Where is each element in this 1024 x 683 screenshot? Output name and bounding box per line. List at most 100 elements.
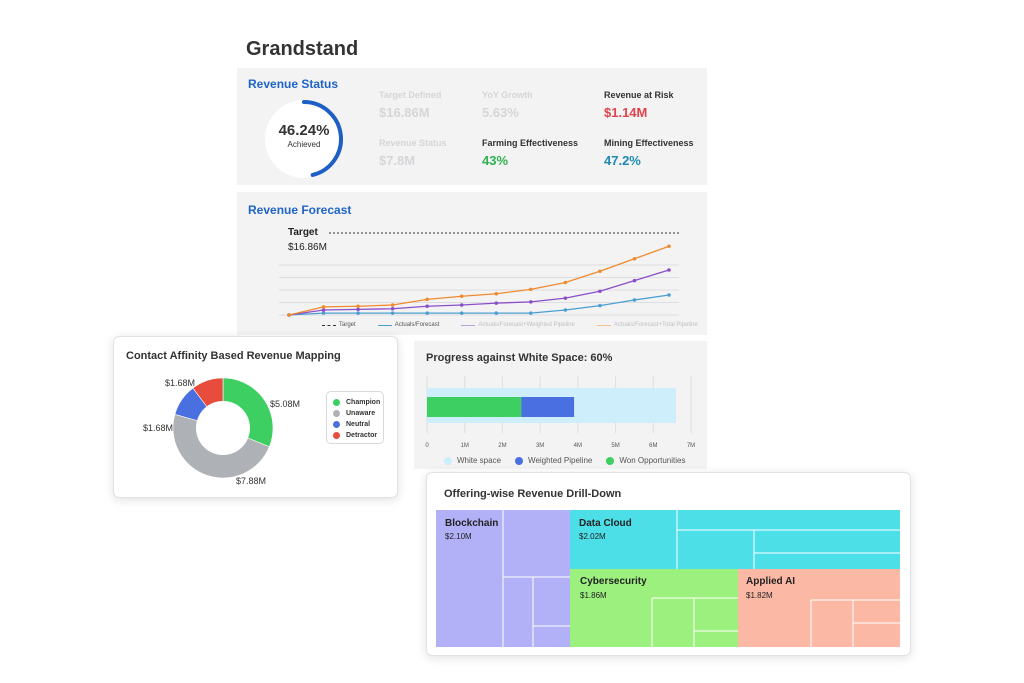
forecast-point-1-5 — [459, 303, 464, 307]
legend-champion: Champion — [333, 397, 383, 408]
forecast-point-0-10 — [632, 298, 637, 302]
revenue-forecast-title: Revenue Forecast — [248, 203, 352, 217]
legend-detractor: Detractor — [333, 430, 383, 441]
metric-mining-effectiveness: Mining Effectiveness 47.2% — [604, 138, 694, 168]
metric-label: Mining Effectiveness — [604, 138, 694, 148]
tile-value-cybersecurity: $1.86M — [580, 591, 607, 600]
metric-yoy-growth: YoY Growth 5.63% — [482, 90, 533, 120]
tile-applied-ai — [738, 569, 900, 647]
forecast-point-2-6 — [494, 291, 499, 296]
forecast-point-0-11 — [667, 293, 671, 297]
forecast-point-1-11 — [667, 268, 671, 272]
white-space-bars — [427, 388, 676, 423]
legend-won-opportunities: Won Opportunities — [606, 456, 685, 465]
donut-legend: Champion Unaware Neutral Detractor — [326, 391, 384, 444]
metric-label: Farming Effectiveness — [482, 138, 579, 148]
legend-unaware: Unaware — [333, 408, 383, 419]
forecast-target-label: Target — [288, 227, 318, 238]
forecast-point-0-8 — [563, 308, 568, 312]
forecast-point-0-6 — [494, 311, 499, 315]
gauge-percent: 46.24% — [278, 122, 330, 139]
tile-label-applied-ai: Applied AI — [746, 576, 796, 587]
forecast-point-2-8 — [563, 280, 568, 285]
metric-label: Revenue Status — [379, 138, 447, 148]
white-space-chart: 0 1M 2M 3M 4M 5M 6M 7M — [425, 376, 695, 449]
forecast-point-2-1 — [321, 305, 326, 309]
legend-neutral: Neutral — [333, 419, 383, 430]
forecast-point-1-6 — [494, 301, 499, 305]
ws-tick-label-7: 7M — [687, 443, 695, 449]
tile-data-cloud — [570, 510, 900, 569]
forecast-series-line-2 — [288, 245, 670, 316]
treemap-subdivisions — [502, 510, 900, 647]
forecast-point-1-8 — [563, 296, 568, 300]
metric-target-defined: Target Defined $16.86M — [379, 90, 441, 120]
forecast-point-0-3 — [390, 311, 395, 315]
tile-label-blockchain: Blockchain — [445, 518, 499, 529]
tile-value-data-cloud: $2.02M — [579, 532, 606, 541]
legend-total: Actuals/Forecast+Total Pipeline — [596, 322, 698, 328]
forecast-chart: Target $16.86M — [279, 227, 679, 317]
legend-weighted-pipeline: Weighted Pipeline — [515, 456, 592, 465]
ws-bar-won-opportunities — [427, 397, 522, 417]
metric-revenue-status: Revenue Status $7.8M — [379, 138, 447, 168]
forecast-point-2-3 — [390, 303, 395, 307]
forecast-point-0-9 — [598, 303, 602, 308]
ws-tick-label-4: 4M — [574, 443, 582, 449]
achievement-gauge: 46.24% Achieved — [263, 98, 345, 180]
forecast-series-line-0 — [288, 294, 670, 316]
metric-value: 47.2% — [604, 153, 641, 168]
forecast-point-2-7 — [529, 287, 533, 292]
ws-tick-label-3: 3M — [536, 443, 544, 449]
gauge-progress-arc — [302, 100, 343, 177]
forecast-legend: Target Actuals/Forecast Actuals/Forecast… — [322, 322, 720, 328]
forecast-point-0-2 — [356, 311, 360, 315]
forecast-point-1-1 — [321, 308, 326, 312]
drilldown-treemap — [436, 510, 900, 647]
forecast-gridlines — [279, 264, 679, 316]
tile-label-data-cloud: Data Cloud — [579, 518, 632, 529]
forecast-point-0-4 — [425, 311, 429, 315]
metric-label: Revenue at Risk — [604, 90, 674, 100]
tile-value-blockchain: $2.10M — [445, 532, 472, 541]
app-title: Grandstand — [246, 38, 359, 60]
label-detractor: $1.68M — [165, 378, 196, 388]
metric-value: 43% — [482, 153, 509, 168]
metric-label: Target Defined — [379, 90, 442, 100]
forecast-point-1-4 — [425, 304, 429, 309]
contact-affinity-title: Contact Affinity Based Revenue Mapping — [126, 350, 341, 362]
legend-target: Target — [322, 322, 356, 328]
legend-white-space: White space — [444, 456, 501, 465]
ws-tick-label-5: 5M — [611, 443, 619, 449]
metric-farming-effectiveness: Farming Effectiveness 43% — [482, 138, 578, 168]
white-space-ticks: 0 1M 2M 3M 4M 5M 6M 7M — [425, 443, 695, 449]
metric-value: 5.63% — [482, 105, 519, 120]
forecast-point-1-7 — [529, 300, 533, 304]
white-space-title: Progress against White Space: 60% — [426, 352, 613, 364]
label-neutral: $1.68M — [143, 423, 174, 433]
forecast-point-2-9 — [598, 269, 602, 274]
forecast-point-2-11 — [667, 244, 671, 249]
forecast-series — [287, 244, 671, 317]
forecast-point-1-10 — [632, 278, 637, 283]
forecast-point-2-2 — [356, 304, 360, 309]
metric-value: $7.8M — [379, 153, 416, 168]
contact-affinity-donut — [172, 377, 274, 479]
ws-tick-label-2: 2M — [498, 443, 506, 449]
ws-tick-label-1: 1M — [461, 443, 469, 449]
forecast-point-0-5 — [459, 311, 464, 315]
forecast-series-line-1 — [288, 269, 670, 316]
forecast-point-1-2 — [356, 307, 360, 312]
metric-label: YoY Growth — [482, 90, 533, 100]
metric-revenue-at-risk: Revenue at Risk $1.14M — [604, 90, 674, 120]
forecast-point-1-3 — [390, 306, 395, 311]
tile-value-applied-ai: $1.82M — [746, 591, 773, 600]
ws-tick-label-0: 0 — [425, 443, 429, 449]
white-space-legend: White space Weighted Pipeline Won Opport… — [444, 456, 699, 465]
forecast-point-1-9 — [598, 289, 602, 294]
legend-actuals: Actuals/Forecast — [377, 322, 439, 328]
gauge-sub-label: Achieved — [287, 140, 321, 149]
ws-tick-label-6: 6M — [649, 443, 657, 449]
ws-bar-weighted-pipeline — [521, 397, 575, 417]
label-unaware: $7.88M — [236, 476, 267, 486]
